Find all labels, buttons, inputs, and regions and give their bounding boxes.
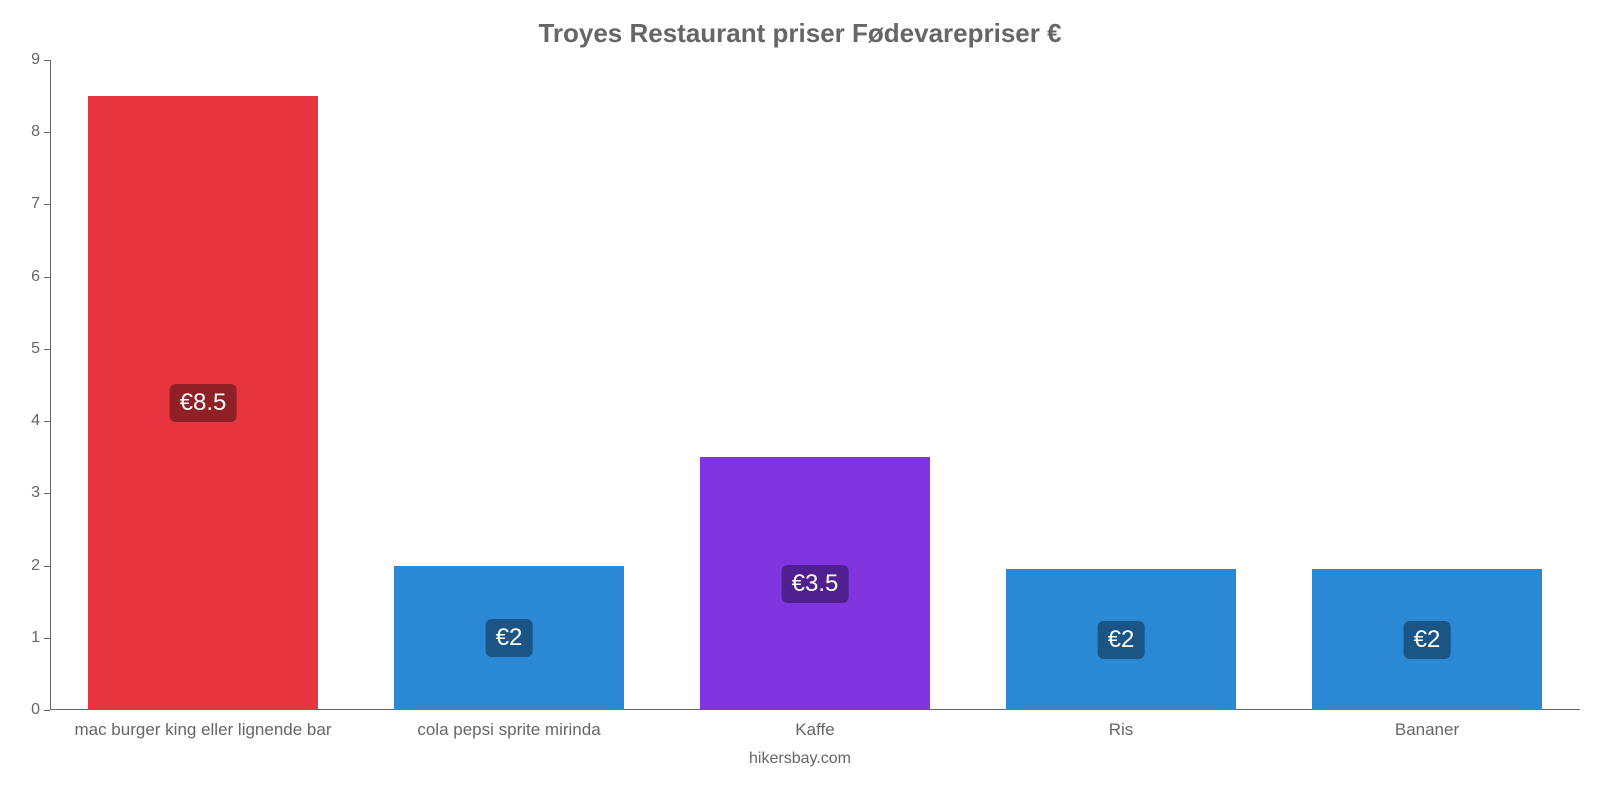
plot-area: 0123456789€8.5mac burger king eller lign… <box>50 60 1580 710</box>
x-tick-label: Bananer <box>1274 720 1580 740</box>
x-tick-label: cola pepsi sprite mirinda <box>356 720 662 740</box>
y-tick-label: 4 <box>5 412 40 430</box>
y-tick-mark <box>44 204 50 205</box>
y-tick-mark <box>44 132 50 133</box>
value-badge: €2 <box>486 619 533 657</box>
y-tick-label: 2 <box>5 557 40 575</box>
x-tick-label: mac burger king eller lignende bar <box>50 720 356 740</box>
y-tick-label: 1 <box>5 629 40 647</box>
y-tick-label: 7 <box>5 195 40 213</box>
x-tick-label: Kaffe <box>662 720 968 740</box>
y-axis-line <box>50 60 51 710</box>
y-tick-mark <box>44 349 50 350</box>
chart-title: Troyes Restaurant priser Fødevarepriser … <box>0 0 1600 49</box>
y-tick-mark <box>44 710 50 711</box>
y-tick-label: 9 <box>5 51 40 69</box>
y-tick-label: 8 <box>5 123 40 141</box>
chart-credit: hikersbay.com <box>0 750 1600 768</box>
y-tick-mark <box>44 638 50 639</box>
y-tick-mark <box>44 566 50 567</box>
y-tick-label: 0 <box>5 701 40 719</box>
y-tick-mark <box>44 277 50 278</box>
y-tick-label: 3 <box>5 484 40 502</box>
chart-container: Troyes Restaurant priser Fødevarepriser … <box>0 0 1600 800</box>
y-tick-mark <box>44 421 50 422</box>
value-badge: €2 <box>1098 621 1145 659</box>
y-tick-label: 6 <box>5 268 40 286</box>
y-tick-mark <box>44 60 50 61</box>
y-tick-mark <box>44 493 50 494</box>
x-tick-label: Ris <box>968 720 1274 740</box>
y-tick-label: 5 <box>5 340 40 358</box>
value-badge: €8.5 <box>170 384 237 422</box>
value-badge: €3.5 <box>782 565 849 603</box>
value-badge: €2 <box>1404 621 1451 659</box>
